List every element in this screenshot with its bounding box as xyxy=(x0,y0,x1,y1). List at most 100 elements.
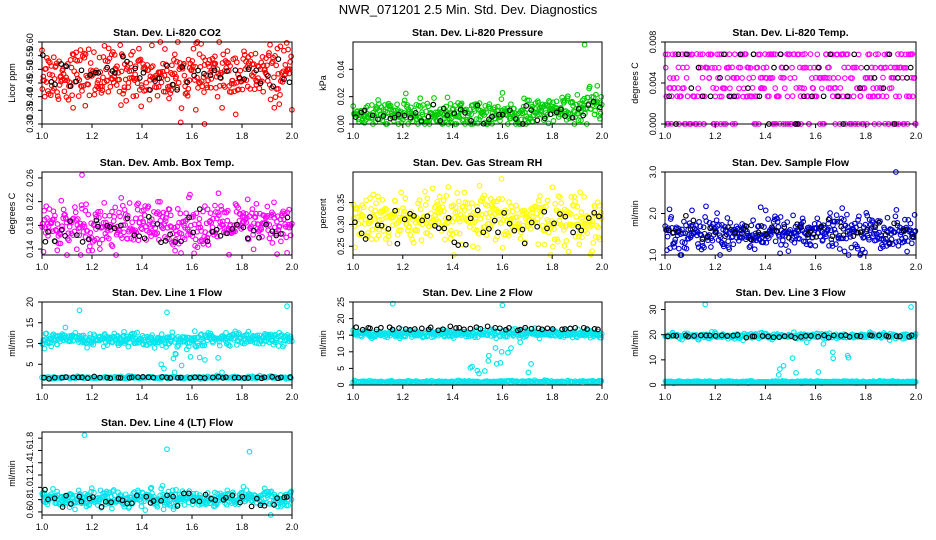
y-tick-label: 0.14 xyxy=(25,240,35,258)
data-point xyxy=(789,93,796,99)
data-point xyxy=(394,101,400,108)
data-point xyxy=(172,247,178,254)
data-point xyxy=(259,340,266,347)
x-tick-label: 1.2 xyxy=(397,262,410,272)
data-point xyxy=(558,200,565,206)
data-point xyxy=(55,96,62,102)
data-point xyxy=(841,216,847,223)
data-point xyxy=(523,103,530,109)
data-point xyxy=(420,214,427,220)
data-point xyxy=(884,214,891,221)
data-point xyxy=(505,349,511,356)
data-point xyxy=(584,230,591,236)
data-point xyxy=(828,227,834,234)
data-point xyxy=(579,234,585,241)
data-point xyxy=(42,238,49,245)
data-point xyxy=(763,231,769,238)
data-point xyxy=(244,196,251,203)
data-point xyxy=(893,333,900,339)
data-point xyxy=(683,212,689,219)
data-point xyxy=(746,75,753,81)
data-point xyxy=(791,239,798,246)
data-point xyxy=(534,219,541,226)
data-point xyxy=(267,41,273,48)
data-point xyxy=(111,213,118,220)
data-point xyxy=(85,236,92,243)
data-point xyxy=(104,64,111,71)
data-point xyxy=(747,243,754,249)
data-point xyxy=(108,242,115,248)
data-point xyxy=(216,338,223,345)
data-point xyxy=(497,325,503,332)
data-point xyxy=(912,333,918,340)
data-point xyxy=(113,82,120,88)
data-point xyxy=(576,241,583,248)
data-point xyxy=(765,333,772,340)
data-point xyxy=(750,217,756,224)
data-point xyxy=(455,242,462,248)
data-point xyxy=(598,378,605,384)
data-point xyxy=(898,51,905,58)
data-point xyxy=(461,189,468,196)
y-tick-label: 0 xyxy=(336,382,346,387)
data-point xyxy=(756,93,763,100)
data-point xyxy=(76,232,83,239)
data-point xyxy=(265,52,272,59)
data-point xyxy=(73,232,80,238)
data-point xyxy=(496,111,502,118)
y-tick-label: 20 xyxy=(336,314,346,324)
data-point xyxy=(149,42,155,49)
data-point xyxy=(897,333,903,340)
data-point xyxy=(146,96,153,103)
data-point xyxy=(480,229,487,236)
chart-title: Stan. Dev. Li-820 Temp. xyxy=(732,27,848,39)
data-point xyxy=(781,224,788,230)
data-point xyxy=(282,62,289,68)
data-point xyxy=(483,109,489,116)
data-point xyxy=(167,231,173,238)
data-point xyxy=(400,109,407,116)
x-tick-label: 1.4 xyxy=(759,392,772,402)
data-point xyxy=(736,85,742,92)
data-point xyxy=(832,230,839,236)
data-point xyxy=(235,205,242,211)
data-point xyxy=(727,219,734,226)
data-point xyxy=(191,328,198,334)
data-point xyxy=(79,374,85,381)
data-point xyxy=(575,223,582,230)
data-point xyxy=(713,217,720,224)
data-point xyxy=(528,325,535,332)
data-point xyxy=(712,64,718,71)
data-point xyxy=(729,378,736,385)
data-point xyxy=(169,333,176,340)
data-point xyxy=(155,83,162,90)
y-tick-label: 0.004 xyxy=(648,72,658,95)
data-point xyxy=(435,218,442,225)
data-point xyxy=(117,42,124,48)
data-point xyxy=(99,87,106,94)
data-point xyxy=(237,67,244,74)
data-point xyxy=(51,238,58,244)
data-point xyxy=(275,70,282,77)
data-point xyxy=(91,373,98,380)
data-point xyxy=(818,223,825,230)
data-point xyxy=(135,200,142,207)
data-point xyxy=(407,231,414,238)
data-point xyxy=(149,332,155,338)
data-point xyxy=(864,212,871,219)
data-point xyxy=(868,75,875,81)
data-point xyxy=(134,329,140,336)
y-tick-label: 5 xyxy=(336,366,346,371)
data-point xyxy=(398,119,405,126)
data-point xyxy=(704,233,711,240)
data-point xyxy=(387,102,394,109)
data-point xyxy=(517,235,524,242)
data-point xyxy=(568,194,575,200)
data-point xyxy=(845,354,852,361)
data-point xyxy=(535,241,542,248)
plot-frame xyxy=(352,41,603,125)
data-point xyxy=(102,57,109,64)
data-point xyxy=(389,326,396,333)
data-point xyxy=(544,111,551,118)
